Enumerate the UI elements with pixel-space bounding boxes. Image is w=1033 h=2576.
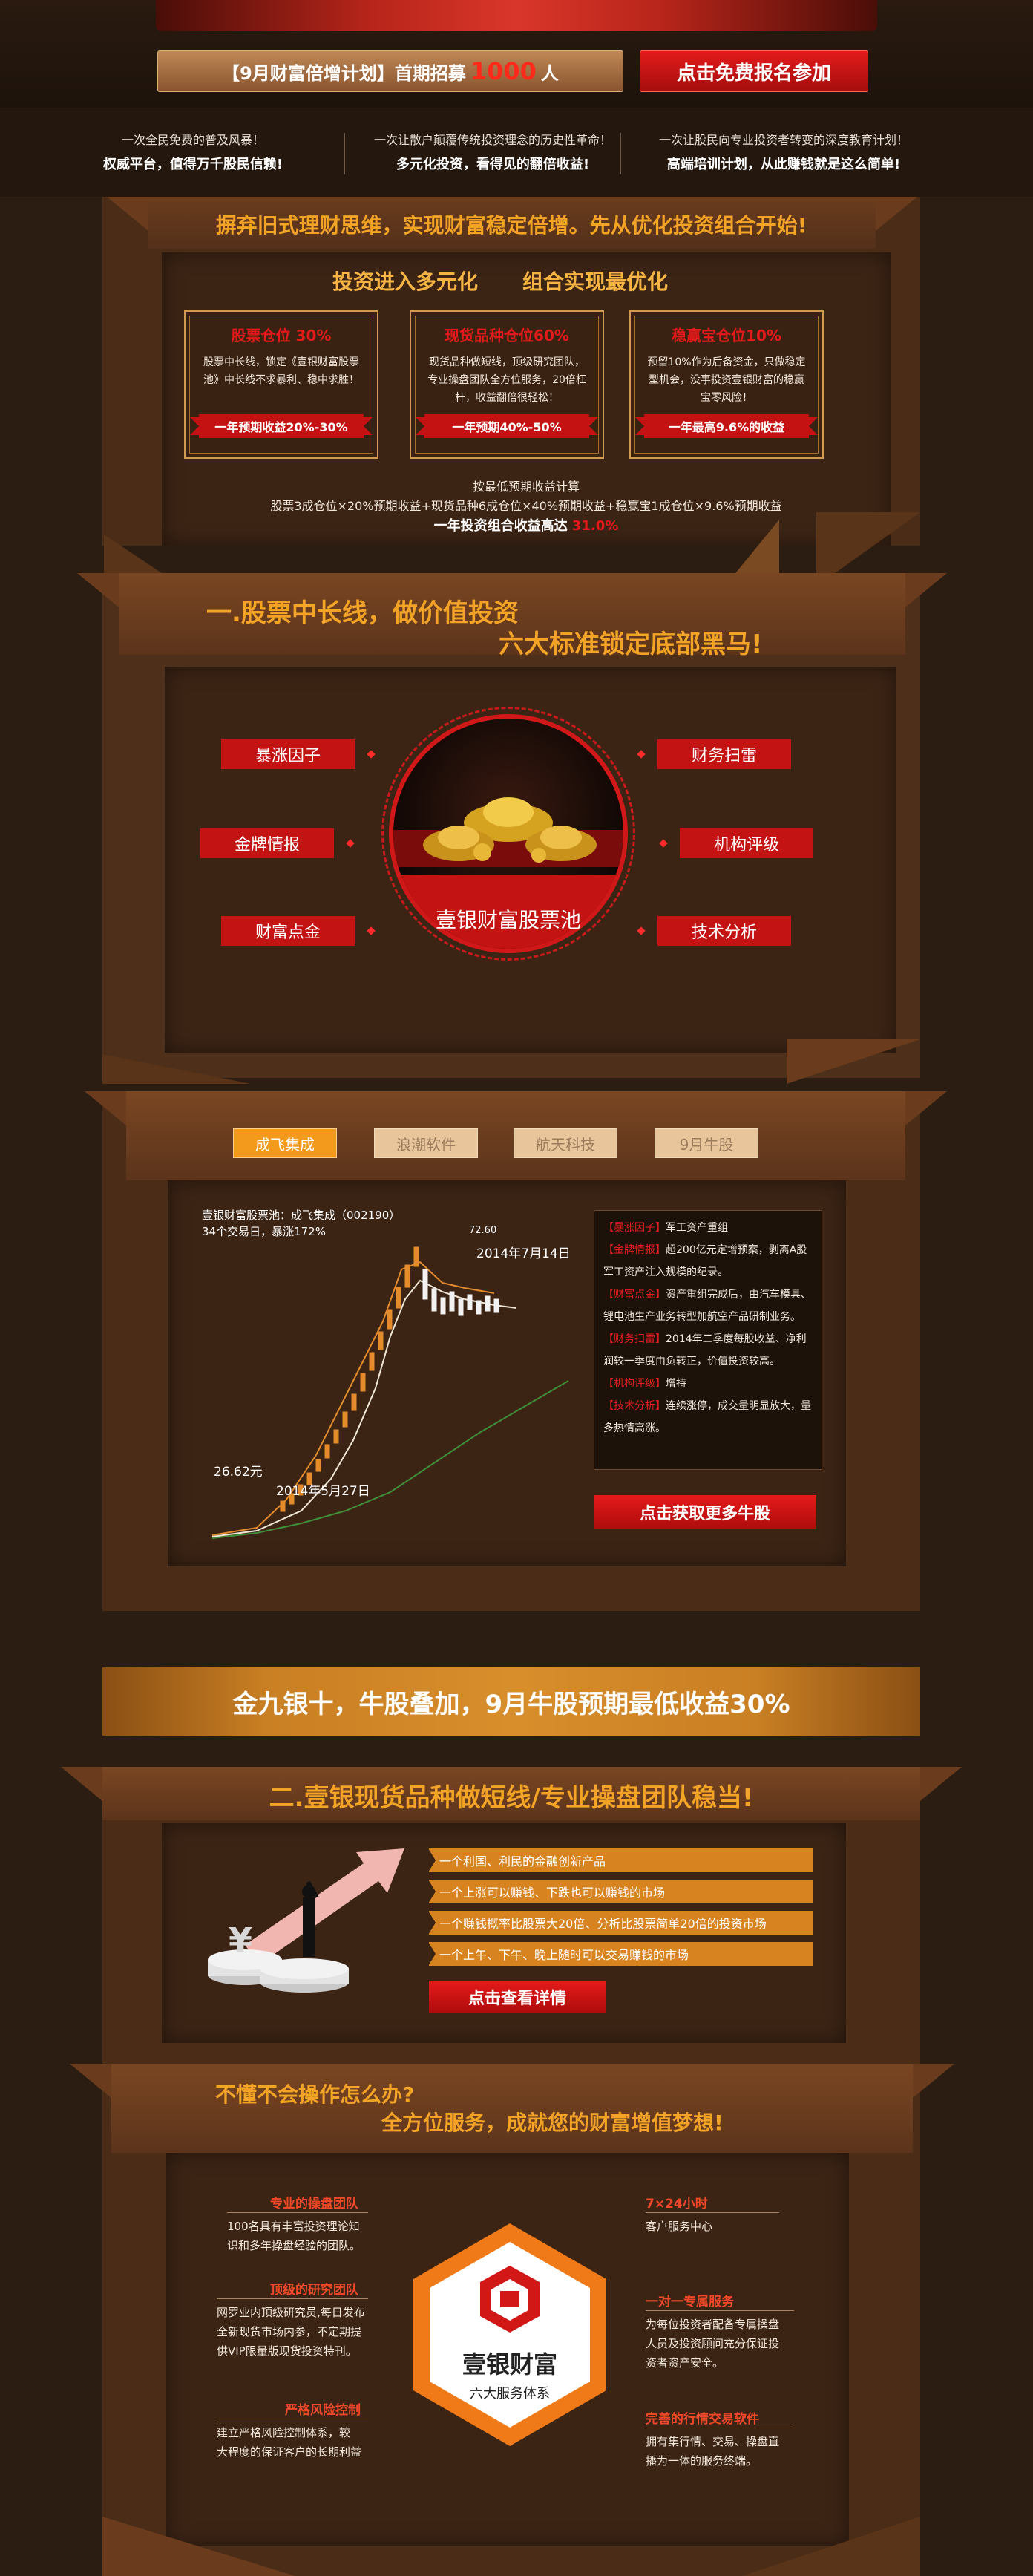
stock-chart	[211, 1246, 569, 1539]
allocation-card-stock: 股票仓位 30% 股票中长线，锁定《壹银财富股票池》中长线不求暴利、稳中求胜！ …	[184, 310, 378, 459]
divider	[217, 2298, 368, 2299]
chart-low-date: 2014年5月27日	[276, 1484, 370, 1499]
info-row: 【技术分析】连续涨停，成交量明显放大，量多热情高涨。	[603, 1400, 811, 1434]
more-stocks-button[interactable]: 点击获取更多牛股	[594, 1495, 816, 1529]
factor-caifu: 财富点金	[221, 916, 376, 946]
factor-jigou: 机构评级	[659, 828, 813, 858]
feature-item: 一次全民免费的普及风暴！ 权威平台，值得万千股民信赖!	[102, 133, 283, 172]
chart-low-label: 26.62元	[214, 1465, 263, 1480]
brand-subtitle: 六大服务体系	[470, 2386, 550, 2402]
feature-bar: 一个赚钱概率比股票大20倍、分析比股票简单20倍的投资市场	[428, 1911, 813, 1935]
chart-high-label: 72.60	[469, 1225, 497, 1236]
divider	[344, 133, 345, 174]
service-body: 建立严格风险控制体系，较 大程度的保证客户的长期利益	[217, 2426, 362, 2459]
service-title: 完善的行情交易软件	[646, 2412, 759, 2427]
tab-chengfei[interactable]: 成飞集成	[233, 1128, 337, 1158]
service-title: 严格风险控制	[285, 2403, 361, 2418]
feature-item: 一次让散户颠覆传统投资理念的历史性革命！ 多元化投资，看得见的翻倍收益!	[373, 133, 611, 172]
info-row: 【金牌情报】超200亿元定增预案，剥离A股军工资产注入规模的纪录。	[603, 1244, 807, 1278]
intro-banner-title: 摒弃旧式理财思维，实现财富稳定倍增。先从优化投资组合开始!	[215, 213, 807, 238]
tab-hangtian[interactable]: 航天科技	[514, 1128, 617, 1158]
stock-info-box: 【暴涨因子】军工资产重组 【金牌情报】超200亿元定增预案，剥离A股军工资产注入…	[594, 1210, 822, 1470]
service-body: 100名具有丰富投资理论知 识和多年操盘经验的团队。	[227, 2220, 361, 2252]
ma-line-slow	[211, 1380, 569, 1539]
candlesticks-down	[422, 1269, 499, 1316]
growth-arrow-icon: ¥	[208, 1848, 404, 1993]
section1-title-a: 一.股票中长线，做价值投资	[206, 598, 519, 628]
factor-caiwu: 财务扫雷	[637, 739, 791, 769]
service-title: 专业的操盘团队	[270, 2197, 358, 2211]
tab-september[interactable]: 9月牛股	[655, 1128, 758, 1158]
ma-line-fast	[211, 1279, 517, 1537]
decorative-shard	[742, 2517, 920, 2576]
factor-baozhang: 暴涨因子	[221, 739, 376, 769]
service-title: 一对一专属服务	[646, 2295, 734, 2309]
section3-ribbon	[70, 2064, 954, 2153]
pool-label: 壹银财富股票池	[435, 908, 581, 932]
info-row: 【暴涨因子】军工资产重组	[603, 1222, 728, 1234]
calc-formula: 股票3成仓位×20%预期收益+现货品种6成仓位×40%预期收益+稳赢宝1成仓位×…	[270, 499, 782, 513]
svg-text:¥: ¥	[229, 1920, 252, 1961]
factor-jishu: 技术分析	[637, 916, 791, 946]
decorative-shard	[787, 1039, 920, 1084]
chart-line1: 壹银财富股票池：成飞集成（002190）	[202, 1209, 401, 1222]
section3-title-a: 不懂不会操作怎么办?	[215, 2082, 415, 2107]
service-body: 为每位投资者配备专属操盘 人员及投资顾问充分保证投 资者资产安全。	[646, 2318, 780, 2370]
recruit-suffix: 人	[540, 62, 559, 84]
view-details-button[interactable]: 点击查看详情	[429, 1981, 606, 2013]
feature-band: 一次全民免费的普及风暴！ 权威平台，值得万千股民信赖! 一次让散户颠覆传统投资理…	[0, 108, 1033, 197]
chart-high-date: 2014年7月14日	[476, 1246, 571, 1261]
service-title: 7×24小时	[646, 2197, 708, 2211]
divider	[620, 133, 621, 174]
recruit-prefix: 【9月财富倍增计划】首期招募	[222, 62, 466, 84]
section2-ribbon	[61, 1767, 962, 1820]
feature-bar: 一个利国、利民的金融创新产品	[428, 1848, 813, 1872]
top-glow-decoration	[156, 0, 877, 31]
divider	[646, 2310, 794, 2311]
allocation-card-spot: 现货品种仓位60% 现货品种做短线，顶级研究团队，专业操盘团队全方位服务，20倍…	[410, 310, 604, 459]
intro-subtitle-a: 投资进入多元化	[332, 269, 479, 294]
pool-ring	[381, 707, 635, 961]
section1-title-b: 六大标准锁定底部黑马!	[499, 630, 763, 659]
factor-jinpai: 金牌情报	[200, 828, 355, 858]
service-body: 网罗业内顶级研究员,每日发布 全新现货市场内参，不定期提 供VIP限量版现货投资特刊…	[217, 2306, 365, 2358]
section1-ribbon	[77, 573, 947, 655]
recruit-number: 1000	[470, 57, 537, 85]
feature-bar: 一个上午、下午、晚上随时可以交易赚钱的市场	[428, 1942, 813, 1966]
divider	[227, 2212, 368, 2213]
tab-langchao[interactable]: 浪潮软件	[374, 1128, 478, 1158]
calc-result: 一年投资组合收益高达 31.0%	[433, 518, 619, 534]
calc-title: 按最低预期收益计算	[472, 480, 580, 494]
info-row: 【机构评级】增持	[603, 1378, 686, 1390]
info-row: 【财富点金】资产重组完成后，由汽车模具、锂电池生产业务转型加航空产品研制业务。	[603, 1289, 811, 1323]
decorative-shard	[102, 1054, 251, 1084]
info-row: 【财务扫雷】2014年二季度每股收益、净利润较一季度由负转正，价值投资较高。	[603, 1333, 807, 1367]
free-signup-button[interactable]: 点击免费报名参加	[640, 50, 868, 92]
recruit-banner: 【9月财富倍增计划】首期招募 1000 人	[157, 50, 623, 92]
candlesticks	[280, 1246, 419, 1512]
gold-banner: 金九银十，牛股叠加，9月牛股预期最低收益30%	[102, 1667, 920, 1736]
intro-subtitle-b: 组合实现最优化	[522, 269, 669, 294]
feature-bar: 一个上涨可以赚钱、下跌也可以赚钱的市场	[428, 1880, 813, 1903]
decorative-shard	[102, 2517, 295, 2576]
service-hexagon	[413, 2223, 606, 2446]
chart-line2: 34个交易日，暴涨172%	[202, 1225, 326, 1238]
brand-name: 壹银财富	[462, 2350, 557, 2379]
intro-ribbon	[107, 197, 917, 249]
feature-item: 一次让股民向专业投资者转变的深度教育计划！ 高端培训计划，从此赚钱就是这么简单!	[658, 133, 908, 172]
allocation-card-wenyingbao: 稳赢宝仓位10% 预留10%作为后备资金，只做稳定型机会，没事投资壹银财富的稳赢…	[629, 310, 824, 459]
section3-title-b: 全方位服务，成就您的财富增值梦想!	[381, 2111, 724, 2135]
service-body: 拥有集行情、交易、操盘直 播为一体的服务终端。	[646, 2435, 780, 2468]
service-title: 顶级的研究团队	[270, 2283, 358, 2298]
section2-title: 二.壹银现货品种做短线/专业操盘团队稳当!	[269, 1783, 754, 1813]
service-body: 客户服务中心	[646, 2220, 713, 2233]
divider	[646, 2212, 779, 2213]
